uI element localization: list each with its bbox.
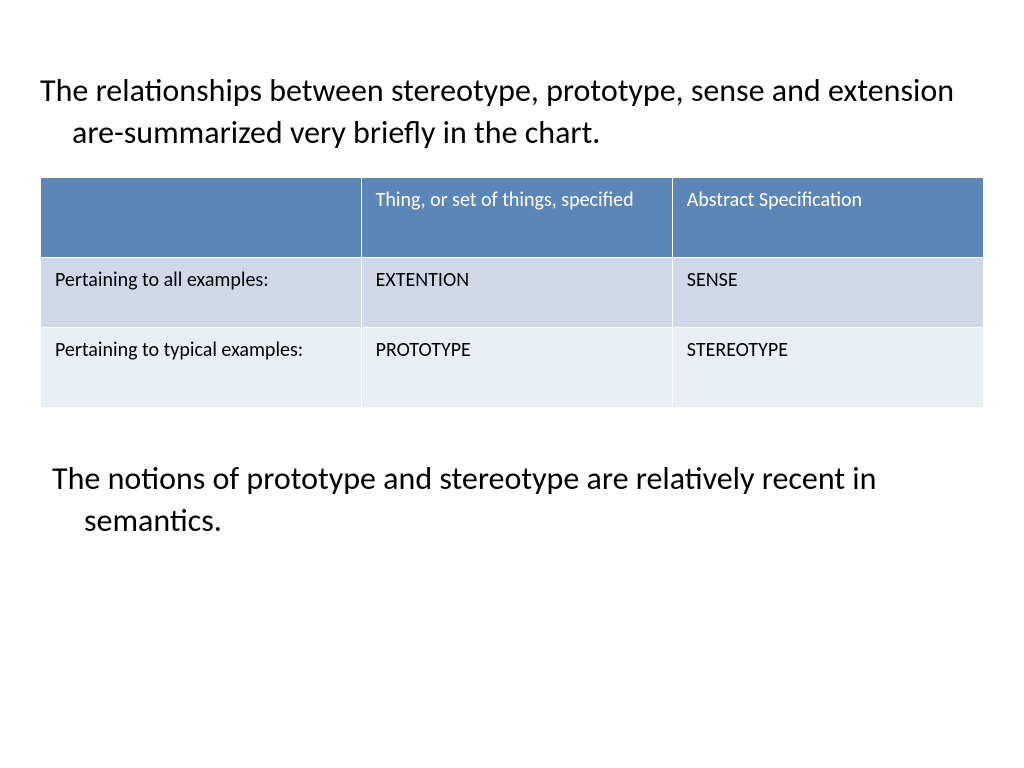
- outro-paragraph: The notions of prototype and stereotype …: [40, 458, 984, 541]
- header-cell-rowlabel: [41, 178, 362, 258]
- concepts-table: Thing, or set of things, specified Abstr…: [40, 177, 984, 408]
- cell-extention: EXTENTION: [361, 258, 672, 328]
- intro-paragraph: The relationships between stereotype, pr…: [40, 70, 984, 153]
- row-label-typical: Pertaining to typical examples:: [41, 328, 362, 408]
- row-label-all: Pertaining to all examples:: [41, 258, 362, 328]
- cell-stereotype: STEREOTYPE: [672, 328, 983, 408]
- cell-prototype: PROTOTYPE: [361, 328, 672, 408]
- table-row: Pertaining to typical examples: PROTOTYP…: [41, 328, 984, 408]
- header-cell-thing: Thing, or set of things, specified: [361, 178, 672, 258]
- header-cell-abstract: Abstract Specification: [672, 178, 983, 258]
- table-header-row: Thing, or set of things, specified Abstr…: [41, 178, 984, 258]
- cell-sense: SENSE: [672, 258, 983, 328]
- table-row: Pertaining to all examples: EXTENTION SE…: [41, 258, 984, 328]
